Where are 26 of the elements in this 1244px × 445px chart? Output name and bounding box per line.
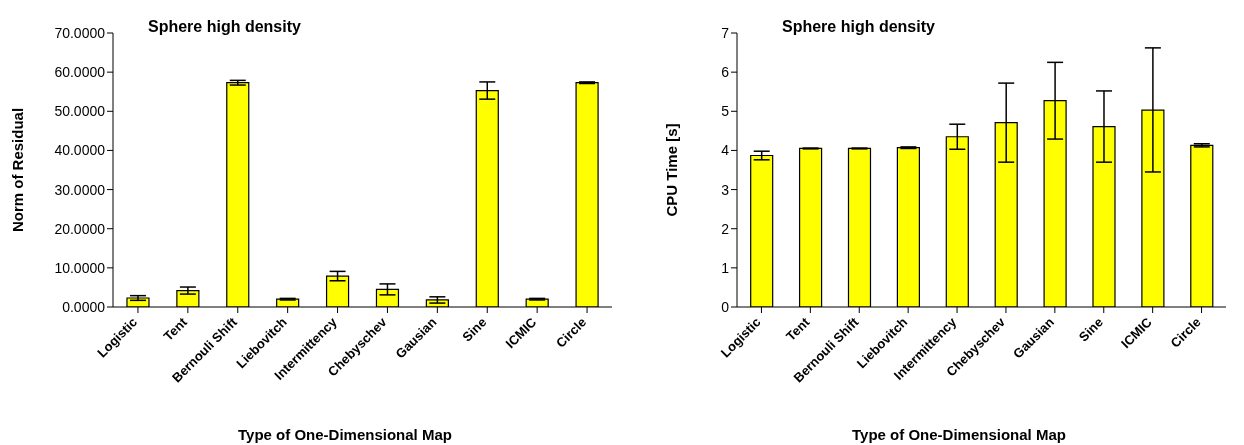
y-tick-label: 0: [721, 298, 730, 315]
y-tick-label: 7: [721, 24, 730, 41]
chart-title: Sphere high density: [148, 18, 301, 36]
y-tick-label: 20.0000: [54, 220, 106, 237]
chart-title: Sphere high density: [782, 18, 935, 36]
x-axis-title: Type of One-Dimensional Map: [851, 426, 1067, 443]
y-tick-label: 1: [721, 259, 730, 276]
y-tick-label: 4: [721, 142, 730, 159]
y-axis-title: Norm of Residual: [9, 107, 27, 233]
y-tick-label: 30.0000: [54, 181, 106, 198]
y-tick-label: 50.0000: [54, 103, 106, 120]
y-tick-label: 3: [721, 181, 730, 198]
x-axis-title: Type of One-Dimensional Map: [237, 426, 453, 443]
y-tick-label: 5: [721, 103, 730, 120]
x-tick-label: Sine: [1075, 314, 1106, 345]
y-tick-label: 10.0000: [54, 259, 106, 276]
y-tick-label: 60.0000: [54, 64, 106, 81]
y-tick-label: 40.0000: [54, 142, 106, 159]
y-axis-title: CPU Time [s]: [663, 123, 681, 217]
x-tick-label: Tent: [783, 314, 813, 344]
x-tick-label: Sine: [459, 314, 490, 345]
y-tick-label: 70.0000: [54, 24, 106, 41]
y-tick-label: 0.0000: [62, 298, 106, 315]
y-tick-label: 6: [721, 64, 730, 81]
y-tick-label: 2: [721, 220, 730, 237]
x-tick-label: Tent: [160, 314, 191, 344]
